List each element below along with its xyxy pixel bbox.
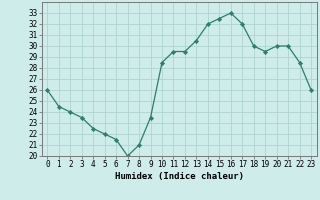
X-axis label: Humidex (Indice chaleur): Humidex (Indice chaleur) <box>115 172 244 181</box>
